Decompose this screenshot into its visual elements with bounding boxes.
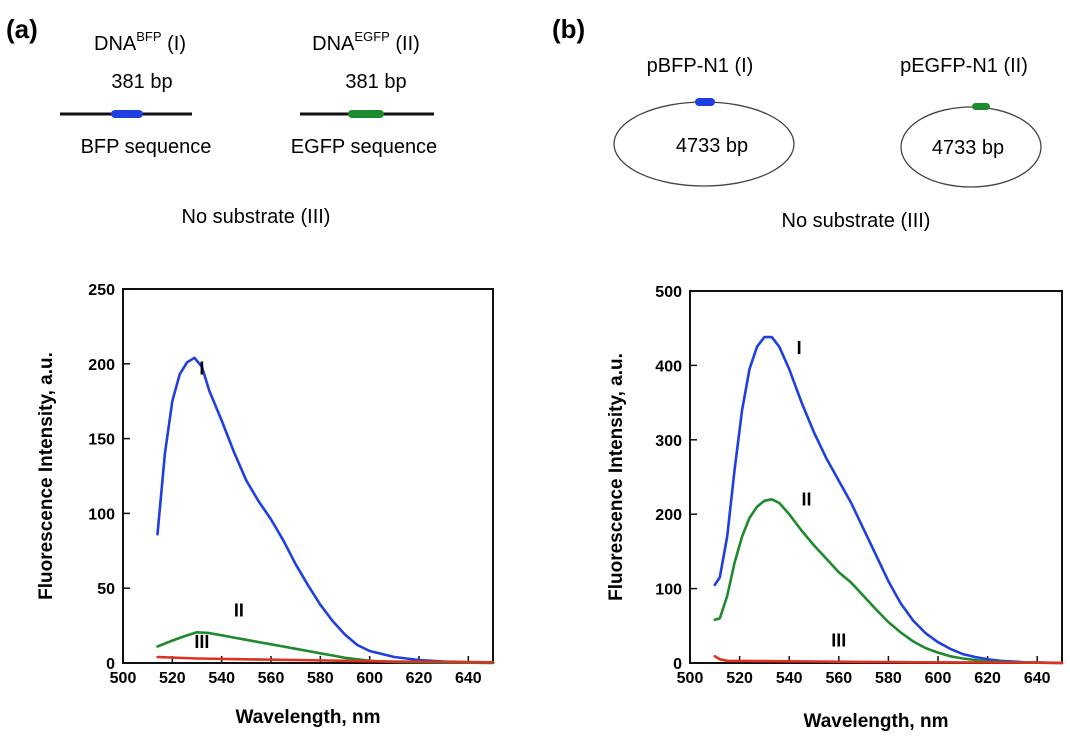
x-tick-label: 580 bbox=[875, 670, 902, 687]
series-label-III: III bbox=[194, 632, 209, 652]
x-tick-label: 580 bbox=[307, 670, 334, 687]
y-tick-label: 0 bbox=[673, 656, 682, 673]
series-label-III: III bbox=[831, 631, 846, 651]
y-axis-title: Fluorescence Intensity, a.u. bbox=[606, 353, 627, 601]
pegfp-insert-marker bbox=[972, 103, 990, 110]
substrate-size-dna-egfp: 381 bp bbox=[345, 71, 406, 93]
y-tick-label: 300 bbox=[655, 433, 682, 450]
plot-frame bbox=[689, 290, 1063, 664]
y-tick-label: 150 bbox=[88, 432, 115, 449]
panel-letter-a: (a) bbox=[6, 14, 38, 44]
plasmid-size-pegfp: 4733 bp bbox=[932, 137, 1004, 159]
egfp-sequence-marker bbox=[348, 110, 384, 118]
y-tick-label: 200 bbox=[88, 357, 115, 374]
no-substrate-label-b: No substrate (III) bbox=[782, 210, 931, 232]
bfp-sequence-marker bbox=[111, 110, 143, 118]
egfp-sequence-label: EGFP sequence bbox=[291, 136, 437, 158]
x-tick-label: 540 bbox=[776, 670, 803, 687]
chart-b-fluorescence: 500 520 540 560 580 600 620 640 0 100 200 300 400 500… bbox=[606, 284, 1064, 732]
y-tick-label: 500 bbox=[655, 284, 682, 301]
x-tick-label: 640 bbox=[1024, 670, 1051, 687]
y-tick-label: 100 bbox=[88, 506, 115, 523]
chart-a-fluorescence: 500 520 540 560 580 600 620 640 0 50 100 150 200 250 W… bbox=[36, 282, 495, 728]
plasmid-name-pegfp: pEGFP-N1 (II) bbox=[900, 55, 1028, 77]
series-label-II: II bbox=[234, 601, 244, 621]
x-tick-label: 560 bbox=[258, 670, 285, 687]
pbfp-insert-marker bbox=[695, 98, 715, 106]
x-tick-label: 500 bbox=[110, 670, 137, 687]
x-tick-label: 620 bbox=[974, 670, 1001, 687]
x-tick-label: 520 bbox=[159, 670, 186, 687]
y-axis-title: Fluorescence Intensity, a.u. bbox=[36, 352, 57, 600]
series-line-II bbox=[713, 497, 1064, 665]
panel-letter-b: (b) bbox=[552, 14, 585, 44]
series-line-III bbox=[713, 654, 1064, 665]
x-tick-label: 600 bbox=[925, 670, 952, 687]
series-line-I bbox=[156, 356, 495, 665]
plot-frame bbox=[122, 288, 494, 664]
x-tick-label: 520 bbox=[726, 670, 753, 687]
x-tick-label: 620 bbox=[406, 670, 433, 687]
x-axis-title: Wavelength, nm bbox=[236, 707, 381, 728]
series-label-I: I bbox=[797, 338, 802, 358]
x-tick-label: 500 bbox=[677, 670, 704, 687]
x-tick-label: 540 bbox=[208, 670, 235, 687]
y-tick-label: 250 bbox=[88, 282, 115, 299]
series-label-I: I bbox=[199, 358, 204, 378]
x-tick-label: 640 bbox=[455, 670, 482, 687]
no-substrate-label-a: No substrate (III) bbox=[182, 206, 331, 228]
series-line-III bbox=[156, 655, 495, 664]
bfp-sequence-label: BFP sequence bbox=[81, 136, 212, 158]
y-tick-label: 400 bbox=[655, 358, 682, 375]
x-axis-title: Wavelength, nm bbox=[804, 711, 949, 732]
series-line-I bbox=[713, 335, 1064, 665]
x-tick-label: 600 bbox=[356, 670, 383, 687]
substrate-size-dna-bfp: 381 bp bbox=[111, 71, 172, 93]
substrate-label-dna-egfp: DNAEGFP (II) bbox=[312, 29, 420, 55]
plasmid-name-pbfp: pBFP-N1 (I) bbox=[647, 55, 754, 77]
substrate-label-dna-bfp: DNABFP (I) bbox=[94, 29, 186, 55]
x-tick-label: 560 bbox=[825, 670, 852, 687]
plasmid-size-pbfp: 4733 bp bbox=[676, 135, 748, 157]
y-tick-label: 100 bbox=[655, 582, 682, 599]
y-tick-label: 200 bbox=[655, 507, 682, 524]
plasmid-pegfp-ring bbox=[900, 106, 1042, 188]
series-label-II: II bbox=[802, 489, 812, 509]
y-tick-label: 50 bbox=[97, 581, 115, 598]
y-tick-label: 0 bbox=[106, 656, 115, 673]
